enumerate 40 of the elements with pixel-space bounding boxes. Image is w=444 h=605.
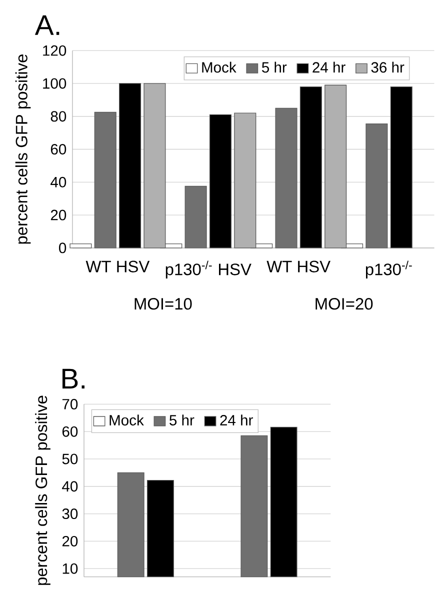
y-tick-label: 40 bbox=[50, 176, 66, 188]
text: MOI=20 bbox=[315, 298, 372, 310]
bar bbox=[69, 243, 92, 248]
text: MOI=10 bbox=[134, 298, 192, 310]
x-tick-label: p130$^{-/-}$ HSV bbox=[166, 260, 252, 278]
x-tick-label: p130$^{-/-}$ bbox=[366, 260, 412, 278]
chart-title: A. bbox=[34, 15, 59, 35]
y-tick-label: 120 bbox=[42, 45, 66, 56]
bar bbox=[209, 114, 232, 248]
legend-label: 24 hr bbox=[220, 414, 253, 426]
y-tick-label: 0 bbox=[58, 242, 66, 254]
y-axis-title: percent cells GFP positive bbox=[34, 396, 50, 585]
x-tick-label: WT HSV bbox=[266, 260, 330, 272]
y-tick-label: 100 bbox=[42, 78, 66, 89]
y-tick-label: 40 bbox=[62, 481, 78, 492]
legend-label: Mock bbox=[110, 414, 144, 426]
legend-label: Mock bbox=[202, 62, 236, 73]
y-tick-label: 20 bbox=[62, 536, 78, 546]
bar bbox=[390, 86, 412, 248]
y-tick-label: 30 bbox=[62, 508, 78, 520]
bar bbox=[184, 186, 207, 248]
y-tick-label: 70 bbox=[62, 398, 78, 410]
y-tick-label: 60 bbox=[62, 426, 78, 437]
y-axis-title: percent cells GFP positive bbox=[15, 54, 30, 244]
bar bbox=[275, 108, 298, 248]
y-tick-label: 80 bbox=[50, 111, 66, 122]
bar bbox=[118, 83, 141, 248]
legend-label: 5 hr bbox=[169, 414, 194, 426]
bar bbox=[365, 123, 388, 248]
y-tick-label: 20 bbox=[50, 210, 66, 220]
y-tick-label: 60 bbox=[50, 144, 66, 155]
y-tick-label: 50 bbox=[62, 454, 78, 464]
y-tick-label: 10 bbox=[62, 563, 78, 574]
legend-label: 5 hr bbox=[262, 62, 286, 73]
bar bbox=[94, 112, 116, 248]
chart-title: B. bbox=[62, 368, 84, 388]
legend-label: 36 hr bbox=[371, 62, 404, 73]
x-tick-label: WT HSV bbox=[86, 260, 150, 272]
legend-label: 24 hr bbox=[312, 62, 346, 72]
bar bbox=[300, 86, 322, 248]
